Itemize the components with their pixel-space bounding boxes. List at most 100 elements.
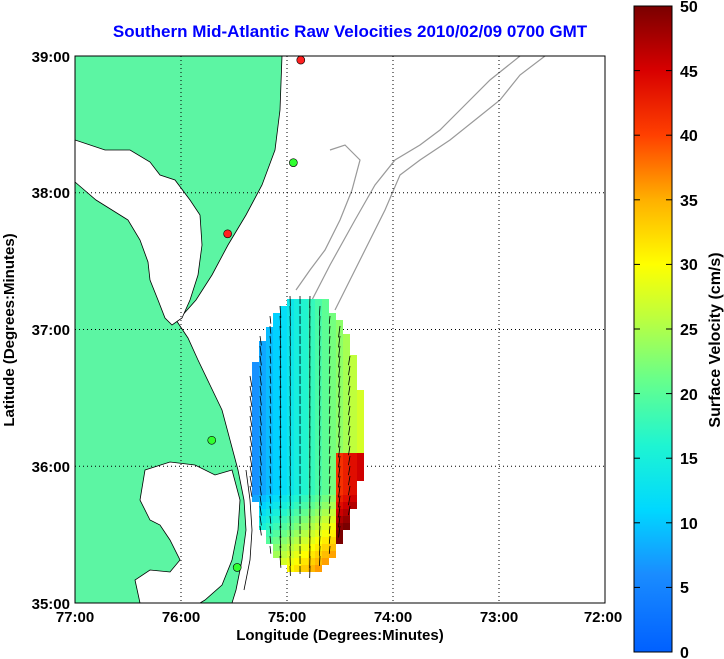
- velocity-arrow: [319, 455, 321, 466]
- velocity-cell: [350, 425, 357, 432]
- velocity-cell: [259, 348, 266, 355]
- velocity-arrow: [319, 395, 321, 406]
- velocity-arrow: [338, 375, 341, 388]
- velocity-arrow: [269, 495, 272, 504]
- velocity-arrow: [269, 335, 272, 344]
- velocity-cell: [343, 446, 350, 453]
- velocity-arrow: [319, 545, 321, 556]
- velocity-cell: [329, 544, 336, 551]
- velocity-cell: [350, 495, 357, 502]
- velocity-arrow: [328, 455, 331, 464]
- velocity-arrow: [249, 385, 253, 397]
- velocity-cell: [343, 404, 350, 411]
- velocity-cell: [308, 453, 315, 460]
- velocity-arrow: [279, 515, 282, 528]
- velocity-cell: [301, 495, 308, 502]
- velocity-arrow: [319, 405, 321, 416]
- velocity-arrow: [328, 325, 331, 334]
- velocity-arrow: [328, 505, 331, 514]
- velocity-cell: [280, 474, 287, 481]
- lon-tick-label: 77:00: [56, 609, 94, 626]
- velocity-arrow: [338, 485, 341, 498]
- velocity-cell: [308, 397, 315, 404]
- velocity-cell: [301, 404, 308, 411]
- velocity-cell: [294, 425, 301, 432]
- velocity-cell: [315, 453, 322, 460]
- velocity-cell: [294, 299, 301, 306]
- velocity-cell: [357, 474, 364, 481]
- velocity-arrow: [328, 475, 331, 484]
- velocity-cell: [322, 551, 329, 558]
- velocity-arrow: [348, 505, 351, 516]
- velocity-cell: [343, 481, 350, 488]
- velocity-cell: [322, 404, 329, 411]
- velocity-arrow: [259, 485, 262, 496]
- velocity-cell: [280, 537, 287, 544]
- velocity-cell: [287, 474, 294, 481]
- velocity-arrow: [338, 525, 341, 538]
- velocity-cell: [308, 544, 315, 551]
- velocity-cell: [259, 502, 266, 509]
- velocity-cell: [329, 383, 336, 390]
- velocity-cell: [252, 446, 259, 453]
- velocity-cell: [315, 544, 322, 551]
- velocity-cell: [273, 509, 280, 516]
- velocity-cell: [315, 299, 322, 306]
- velocity-cell: [259, 390, 266, 397]
- velocity-cell: [294, 362, 301, 369]
- velocity-cell: [273, 390, 280, 397]
- velocity-cell: [308, 362, 315, 369]
- velocity-cell: [301, 327, 308, 334]
- velocity-cell: [329, 425, 336, 432]
- velocity-arrow: [328, 335, 331, 344]
- colorbar-tick-label: 35: [680, 193, 698, 210]
- velocity-arrow: [279, 445, 282, 458]
- velocity-cell: [280, 334, 287, 341]
- velocity-cell: [329, 313, 336, 320]
- x-axis-label: Longitude (Degrees:Minutes): [236, 627, 444, 644]
- chesapeake-bay: [75, 139, 203, 326]
- velocity-arrow: [319, 355, 321, 366]
- velocity-cell: [259, 376, 266, 383]
- velocity-cell: [266, 537, 273, 544]
- radar-station-marker: [232, 563, 242, 572]
- velocity-cell: [329, 320, 336, 327]
- velocity-cell: [273, 383, 280, 390]
- velocity-arrow: [249, 455, 253, 467]
- velocity-cell: [294, 341, 301, 348]
- velocity-arrow: [249, 435, 253, 447]
- velocity-cell: [322, 369, 329, 376]
- velocity-arrow: [249, 485, 253, 497]
- velocity-cell: [315, 334, 322, 341]
- velocity-cell: [259, 509, 266, 516]
- velocity-cell: [350, 369, 357, 376]
- colorbar-tick-label: 0: [680, 645, 689, 659]
- velocity-cell: [315, 411, 322, 418]
- velocity-arrow: [328, 385, 331, 394]
- velocity-cell: [343, 474, 350, 481]
- velocity-cell: [266, 474, 273, 481]
- velocity-cell: [252, 376, 259, 383]
- velocity-cell: [294, 411, 301, 418]
- velocity-arrow: [259, 445, 262, 456]
- velocity-arrow: [319, 485, 321, 496]
- velocity-cell: [266, 460, 273, 467]
- velocity-arrow: [279, 505, 282, 518]
- velocity-cell: [329, 467, 336, 474]
- velocity-cell: [259, 425, 266, 432]
- velocity-cell: [301, 348, 308, 355]
- velocity-cell: [301, 362, 308, 369]
- velocity-arrow: [259, 505, 262, 516]
- velocity-arrow: [328, 535, 331, 544]
- velocity-cell: [280, 495, 287, 502]
- velocity-cell: [280, 369, 287, 376]
- velocity-cell: [308, 523, 315, 530]
- velocity-cell: [259, 383, 266, 390]
- velocity-cell: [308, 474, 315, 481]
- velocity-cell: [343, 460, 350, 467]
- velocity-arrow: [319, 345, 321, 356]
- velocity-cell: [322, 446, 329, 453]
- velocity-cell: [336, 502, 343, 509]
- velocity-cell: [280, 467, 287, 474]
- velocity-arrow: [328, 355, 331, 364]
